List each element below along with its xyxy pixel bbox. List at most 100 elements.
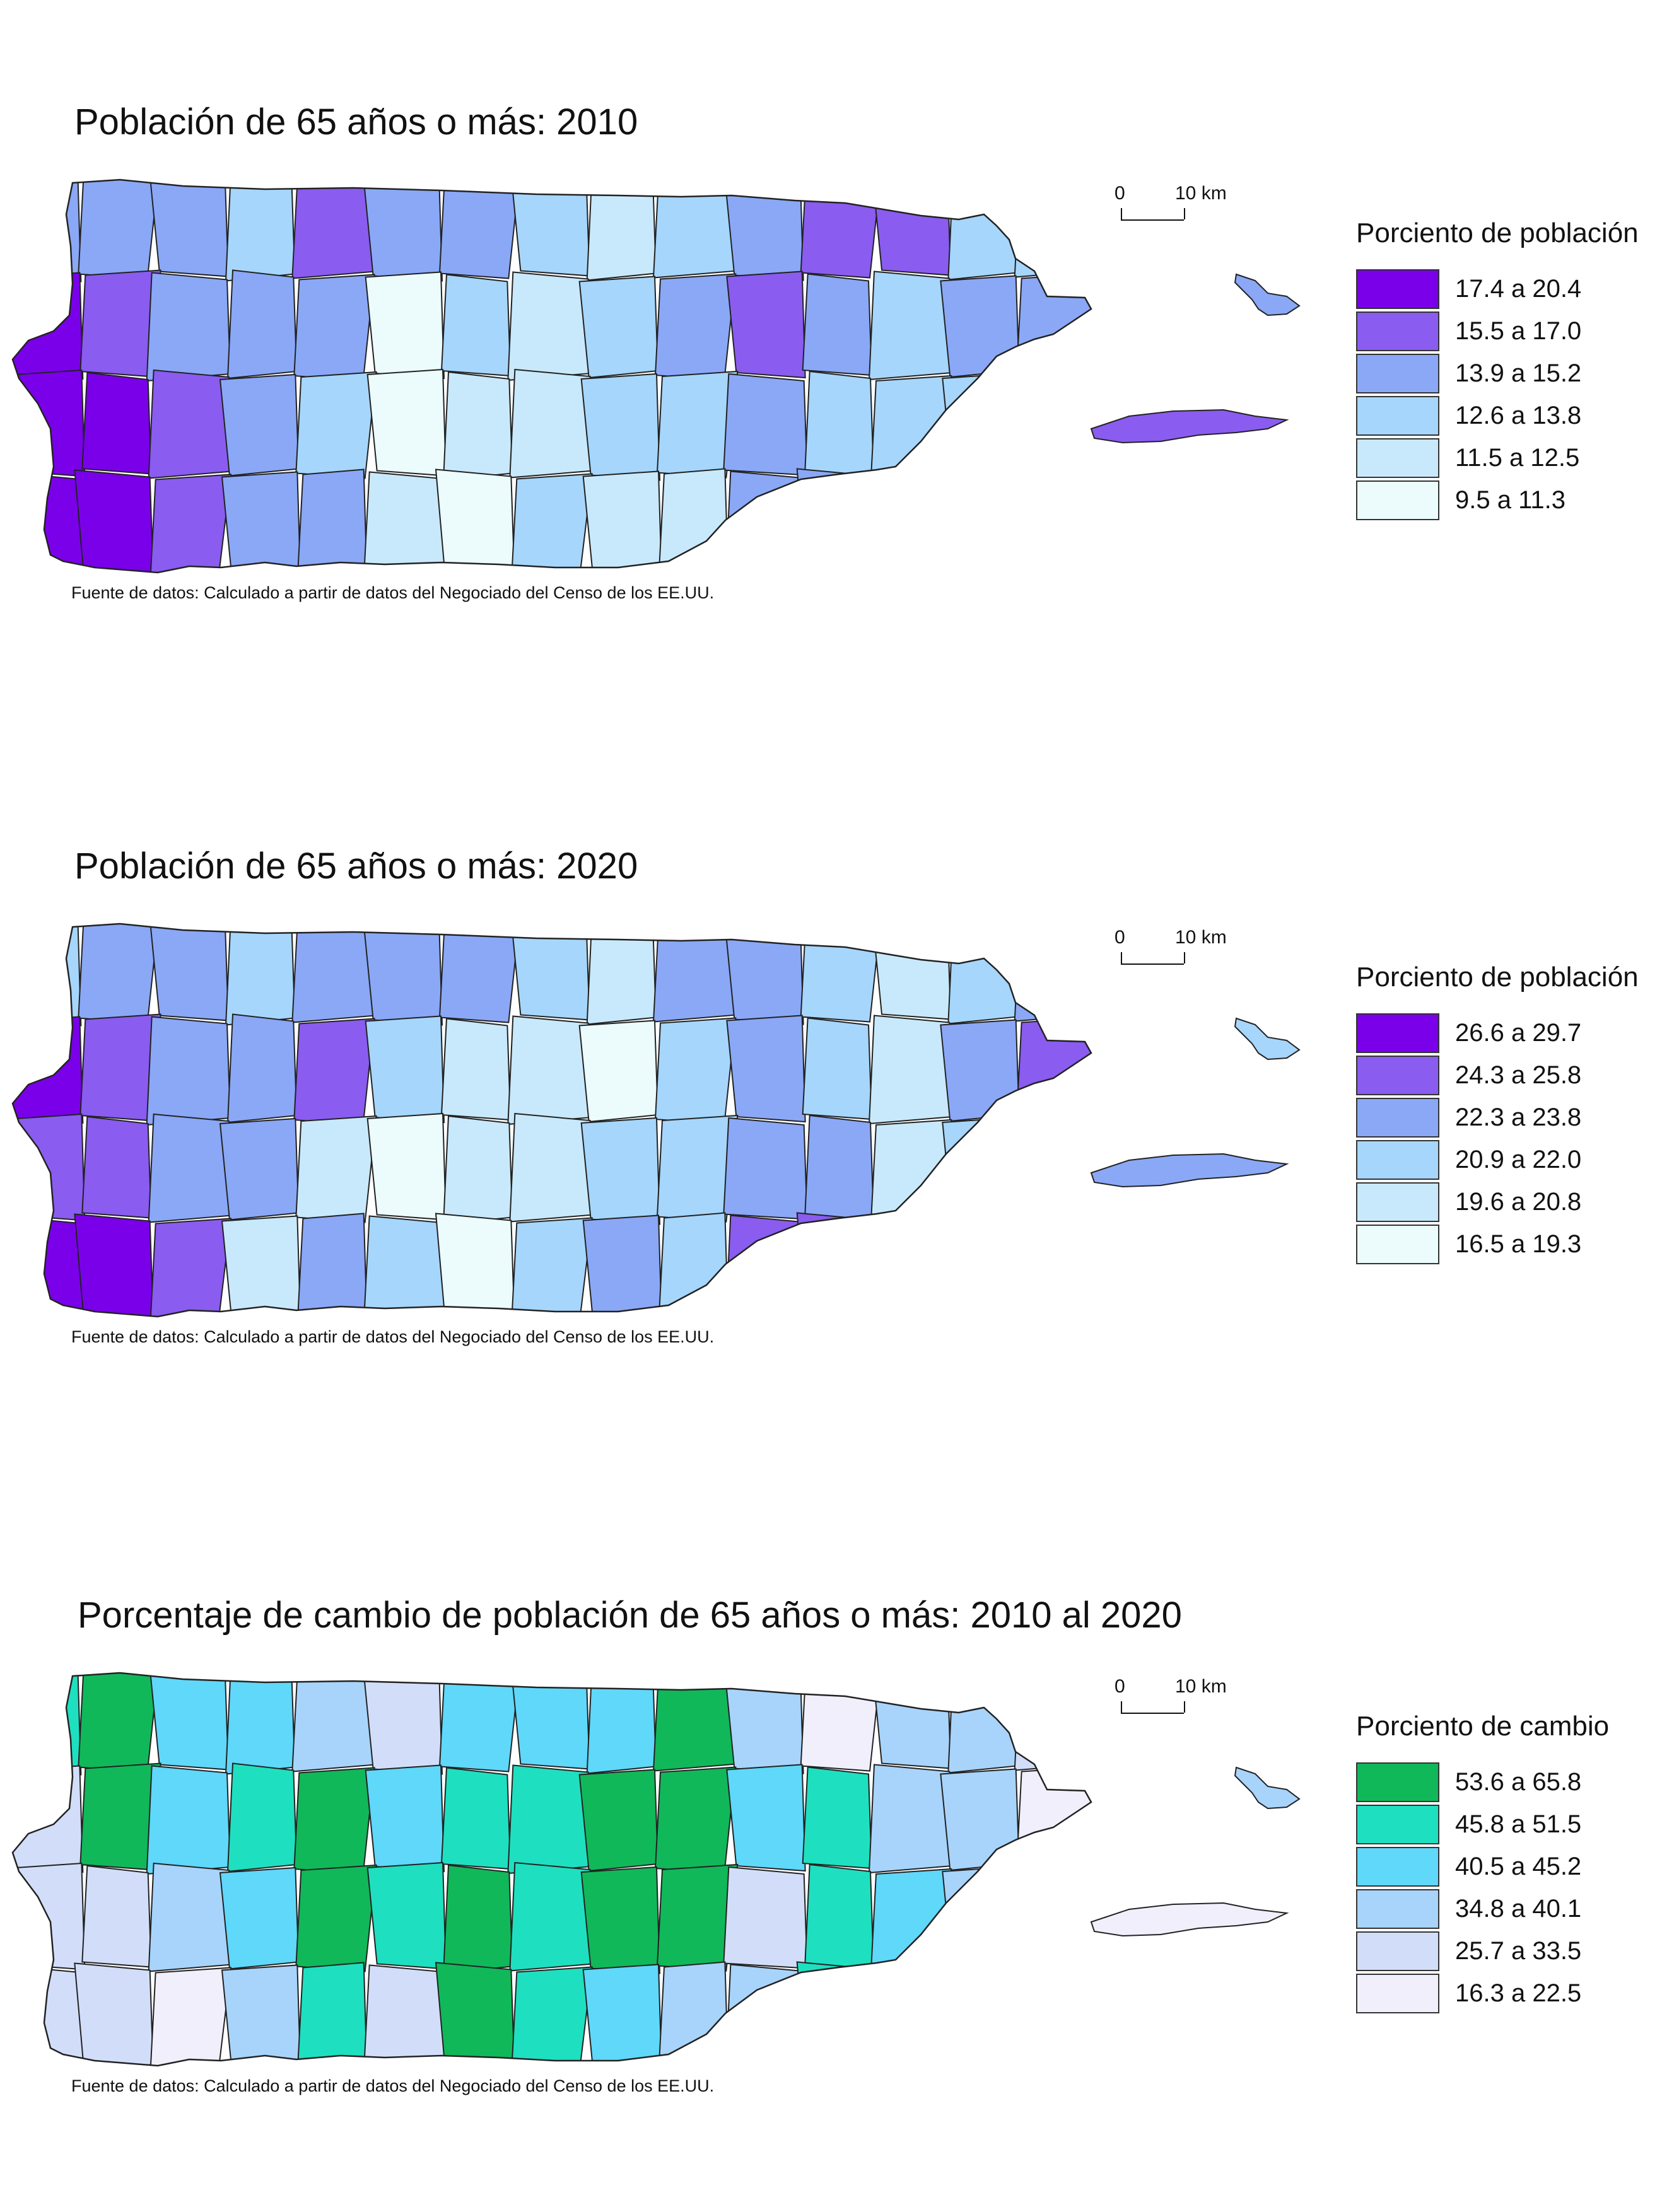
legend-item: 13.9 a 15.2 bbox=[1356, 352, 1653, 395]
municipality-region bbox=[74, 1213, 154, 1317]
municipality-region bbox=[870, 1868, 952, 1971]
municipality-region bbox=[293, 274, 375, 382]
municipality-region bbox=[363, 1673, 443, 1775]
municipality-region bbox=[796, 1212, 877, 1317]
municipality-region bbox=[363, 471, 449, 573]
legend-swatch bbox=[1356, 1182, 1439, 1222]
municipality-region bbox=[291, 924, 377, 1023]
municipality-region bbox=[578, 276, 659, 379]
municipality-region bbox=[365, 1015, 445, 1124]
municipality-region bbox=[942, 1865, 1022, 1974]
legend: Porciento de cambio 53.6 a 65.8 45.8 a 5… bbox=[1356, 1711, 1653, 2015]
island-outline bbox=[11, 923, 1092, 1318]
municipality-region bbox=[726, 1764, 806, 1872]
municipality-region bbox=[723, 373, 808, 476]
legend-label: 9.5 a 11.3 bbox=[1455, 486, 1565, 514]
legend-swatch bbox=[1356, 1974, 1439, 2013]
municipality-region bbox=[149, 924, 230, 1022]
municipality-region bbox=[800, 1673, 882, 1772]
municipality-region bbox=[1019, 472, 1091, 573]
municipality-region bbox=[438, 180, 521, 279]
municipality-region bbox=[438, 1673, 521, 1773]
municipality-region bbox=[942, 1116, 1022, 1225]
municipality-region bbox=[149, 180, 230, 277]
island-outline bbox=[11, 1672, 1092, 2067]
culebra-island bbox=[1234, 273, 1301, 317]
municipality-region bbox=[511, 473, 593, 573]
data-source-note: Fuente de datos: Calculado a partir de d… bbox=[71, 583, 715, 602]
municipality-region bbox=[1017, 1863, 1089, 1971]
municipality-region bbox=[804, 1114, 875, 1225]
municipality-region bbox=[81, 371, 152, 475]
legend-title: Porciento de población bbox=[1356, 962, 1639, 992]
legend-item: 26.6 a 29.7 bbox=[1356, 1012, 1653, 1054]
choropleth-map bbox=[11, 178, 1301, 574]
municipality-region bbox=[586, 924, 657, 1025]
municipality-region bbox=[13, 1862, 86, 1970]
municipality-region bbox=[297, 1962, 368, 2066]
legend-label: 25.7 a 33.5 bbox=[1455, 1937, 1582, 1965]
legend-item: 11.5 a 12.5 bbox=[1356, 437, 1653, 479]
legend-label: 26.6 a 29.7 bbox=[1455, 1019, 1582, 1047]
municipality-region bbox=[802, 1766, 873, 1870]
legend-swatch bbox=[1356, 1140, 1439, 1180]
vieques-island bbox=[1090, 1902, 1289, 1937]
choropleth-map bbox=[11, 1672, 1301, 2067]
legend-item: 17.4 a 20.4 bbox=[1356, 268, 1653, 310]
municipality-region bbox=[509, 1861, 594, 1972]
scale-bar: 0 10 km bbox=[1107, 183, 1246, 227]
municipality-region bbox=[442, 1115, 513, 1225]
municipality-region bbox=[942, 372, 1022, 480]
municipality-region bbox=[868, 1015, 954, 1125]
municipality-region bbox=[796, 468, 877, 573]
legend-swatch bbox=[1356, 1225, 1439, 1264]
municipality-region bbox=[226, 1762, 298, 1873]
island-outline bbox=[11, 178, 1092, 574]
scale-bar: 0 10 km bbox=[1107, 927, 1246, 971]
legend-swatch bbox=[1356, 1098, 1439, 1138]
vieques-island bbox=[1090, 409, 1289, 444]
municipality-region bbox=[723, 1117, 808, 1220]
municipality-region bbox=[725, 1964, 810, 2066]
legend-label: 20.9 a 22.0 bbox=[1455, 1146, 1582, 1173]
municipality-region bbox=[293, 1018, 375, 1126]
map-title: Porcentaje de cambio de población de 65 … bbox=[78, 1595, 1182, 1636]
municipality-region bbox=[947, 180, 1018, 281]
legend-label: 40.5 a 45.2 bbox=[1455, 1853, 1582, 1880]
municipality-region bbox=[652, 1673, 738, 1772]
municipality-region bbox=[291, 180, 377, 279]
municipality-region bbox=[586, 1673, 657, 1774]
legend-label: 17.4 a 20.4 bbox=[1455, 275, 1582, 303]
legend-label: 16.3 a 22.5 bbox=[1455, 1979, 1582, 2007]
municipality-region bbox=[802, 273, 873, 376]
data-source-note: Fuente de datos: Calculado a partir de d… bbox=[71, 2076, 715, 2095]
legend-swatch bbox=[1356, 1013, 1439, 1053]
municipality-region bbox=[654, 273, 737, 381]
legend-item: 25.7 a 33.5 bbox=[1356, 1930, 1653, 1972]
municipality-region bbox=[226, 269, 298, 380]
legend-swatch bbox=[1356, 1847, 1439, 1887]
legend-item: 24.3 a 25.8 bbox=[1356, 1054, 1653, 1097]
municipality-region bbox=[507, 1015, 592, 1126]
municipality-region bbox=[582, 1964, 663, 2066]
legend-label: 13.9 a 15.2 bbox=[1455, 359, 1582, 387]
legend: Porciento de población 17.4 a 20.4 15.5 … bbox=[1356, 218, 1653, 521]
municipality-region bbox=[13, 1113, 86, 1221]
municipality-region bbox=[724, 1673, 804, 1774]
legend-item: 12.6 a 13.8 bbox=[1356, 395, 1653, 437]
municipality-region bbox=[366, 1112, 447, 1221]
municipality-region bbox=[868, 271, 954, 381]
municipality-region bbox=[656, 370, 739, 479]
municipality-region bbox=[1014, 180, 1091, 278]
municipality-region bbox=[578, 1020, 659, 1123]
municipality-region bbox=[580, 1866, 661, 1974]
municipality-region bbox=[724, 924, 804, 1025]
municipality-region bbox=[871, 1673, 952, 1769]
municipality-region bbox=[582, 1214, 663, 1317]
municipality-region bbox=[582, 470, 663, 573]
municipality-region bbox=[944, 470, 1024, 573]
municipality-region bbox=[146, 1765, 231, 1875]
municipality-region bbox=[148, 1113, 233, 1223]
legend-title: Porciento de población bbox=[1356, 218, 1639, 248]
municipality-region bbox=[219, 1117, 300, 1221]
